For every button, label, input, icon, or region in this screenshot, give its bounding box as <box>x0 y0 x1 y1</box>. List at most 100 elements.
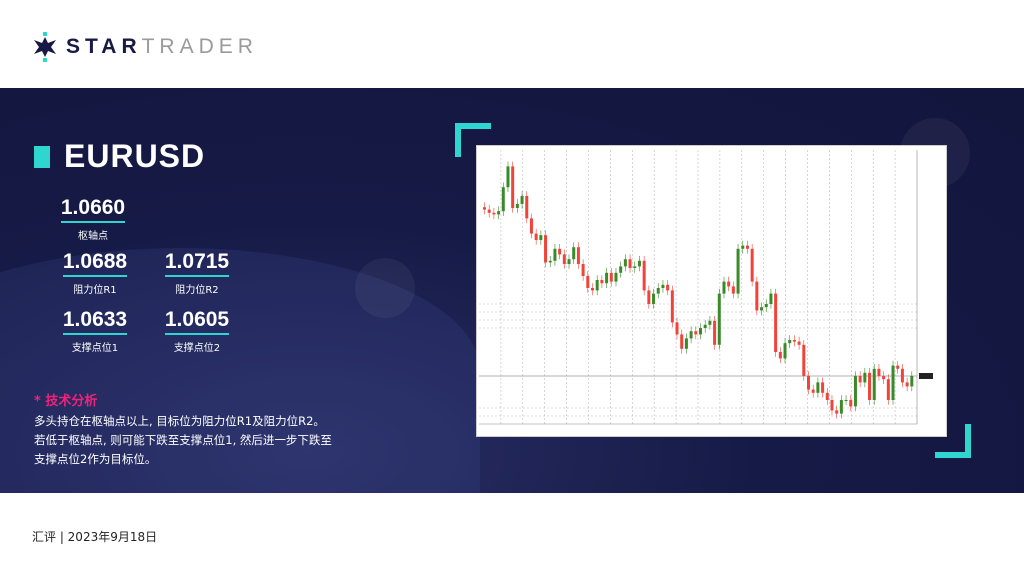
candle-body <box>750 248 754 282</box>
analysis-line: 多头持仓在枢轴点以上, 目标位为阻力位R1及阻力位R2。 <box>34 414 325 428</box>
candle-body <box>849 400 853 407</box>
level-r2: 1.0715 阻力位R2 <box>152 250 242 296</box>
level-value: 1.0715 <box>164 250 230 277</box>
candle-body <box>713 320 717 345</box>
candle-body <box>633 266 637 268</box>
analysis-line: 支撑点位2作为目标位。 <box>34 452 157 466</box>
candle-body <box>699 328 702 335</box>
candle-body <box>863 372 867 383</box>
candle-body <box>821 382 825 393</box>
candle-body <box>886 379 890 400</box>
logo-text-bold: STAR <box>66 35 142 58</box>
candle-body <box>567 259 571 264</box>
candle-body <box>515 204 519 208</box>
startrader-logo: STARTRADER <box>32 32 258 62</box>
candle-body <box>807 376 810 390</box>
candle-body <box>769 293 773 304</box>
candle-body <box>511 166 515 208</box>
candle-body <box>839 400 843 414</box>
level-label: 阻力位R2 <box>175 285 219 296</box>
candle-body <box>670 290 674 323</box>
candle-body <box>853 376 857 407</box>
candle-body <box>788 340 792 344</box>
candle-body <box>487 209 491 213</box>
decor-shape <box>0 248 480 493</box>
candle-body <box>825 392 829 400</box>
candle-body <box>882 376 886 380</box>
candle-body <box>694 331 698 335</box>
analysis-heading: * 技术分析 <box>34 394 98 409</box>
candle-body <box>558 248 562 255</box>
candle-body <box>741 245 745 249</box>
candle-body <box>619 266 623 273</box>
candle-body <box>731 286 735 294</box>
candle-body <box>816 382 820 393</box>
candle-body <box>647 290 651 304</box>
candle-body <box>656 288 660 294</box>
candle-body <box>703 324 707 328</box>
candle-body <box>637 260 641 267</box>
candle-body <box>811 389 815 393</box>
current-price-tag <box>919 373 933 379</box>
candle-body <box>675 322 679 335</box>
candle-body <box>844 400 848 401</box>
candle-body <box>576 247 580 264</box>
level-value: 1.0688 <box>62 250 128 277</box>
candle-body <box>774 293 778 352</box>
candle-body <box>764 304 768 308</box>
candle-body <box>835 410 839 414</box>
level-s1: 1.0633 支撑点位1 <box>50 308 140 354</box>
candle-body <box>680 334 684 349</box>
header: STARTRADER <box>0 0 1024 88</box>
candle-body <box>497 211 501 215</box>
analysis-line: 若低于枢轴点, 则可能下跌至支撑点位1, 然后进一步下跌至 <box>34 433 332 447</box>
level-s2: 1.0605 支撑点位2 <box>152 308 242 354</box>
candle-body <box>727 281 731 287</box>
candle-body <box>858 376 862 383</box>
level-value: 1.0605 <box>164 308 230 335</box>
level-label: 支撑点位1 <box>71 343 119 354</box>
candle-body <box>605 272 609 284</box>
candle-body <box>910 376 914 387</box>
candle-body <box>534 233 538 240</box>
candle-body <box>778 352 782 359</box>
candle-body <box>529 218 533 234</box>
candle-body <box>492 212 496 215</box>
candle-body <box>539 235 543 240</box>
candle-body <box>792 340 796 342</box>
level-value: 1.0633 <box>62 308 128 335</box>
candle-body <box>572 247 576 260</box>
candle-body <box>689 331 693 339</box>
candle-body <box>905 382 909 387</box>
level-label: 枢轴点 <box>78 231 108 242</box>
candle-body <box>520 196 524 204</box>
candle-body <box>652 293 656 304</box>
technical-analysis: * 技术分析 多头持仓在枢轴点以上, 目标位为阻力位R1及阻力位R2。 若低于枢… <box>34 390 332 469</box>
content-band: EURUSD 1.0660 枢轴点 1.0688 阻力位R1 1.0715 阻力位R2… <box>0 88 1024 493</box>
candle-body <box>586 276 590 288</box>
candle-body <box>591 288 594 291</box>
candle-body <box>614 272 618 282</box>
level-r1: 1.0688 阻力位R1 <box>50 250 140 296</box>
corner-bracket-top-left <box>455 123 491 157</box>
candle-body <box>868 372 872 400</box>
candle-body <box>760 307 764 311</box>
candle-body <box>722 281 726 294</box>
candle-body <box>708 320 712 325</box>
candle-body <box>891 365 895 400</box>
candle-body <box>501 187 505 212</box>
symbol-title: EURUSD <box>34 138 205 175</box>
level-label: 阻力位R1 <box>73 285 117 296</box>
candle-body <box>783 343 787 359</box>
candle-body <box>642 260 646 291</box>
candle-body <box>623 259 627 267</box>
level-label: 支撑点位2 <box>173 343 221 354</box>
candle-body <box>661 284 665 288</box>
level-pivot: 1.0660 枢轴点 <box>48 196 138 242</box>
candle-body <box>802 344 806 376</box>
candle-body <box>900 368 904 383</box>
footer-date: 汇评 | 2023年9月18日 <box>32 530 158 544</box>
candle-body <box>525 196 529 219</box>
candle-body <box>553 248 557 261</box>
star-logo-icon <box>34 32 56 62</box>
